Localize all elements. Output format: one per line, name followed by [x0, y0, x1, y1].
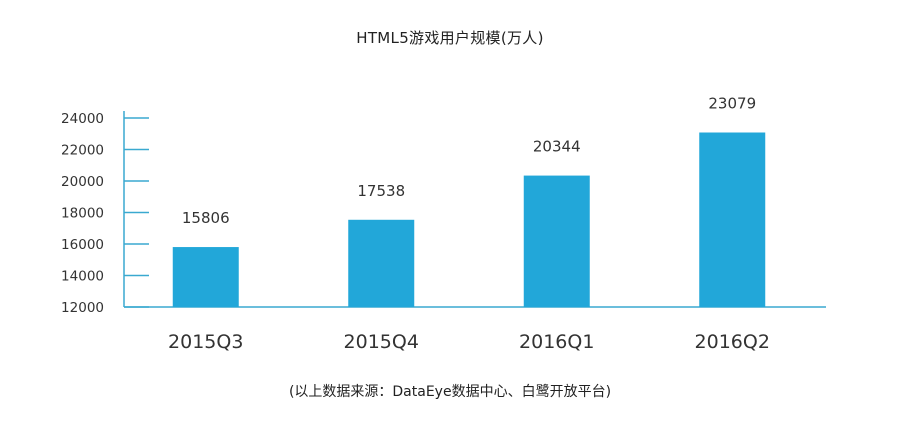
x-tick-label: 2016Q2	[695, 331, 770, 353]
bar	[348, 219, 415, 307]
bar	[699, 132, 766, 307]
y-tick-label: 22000	[61, 143, 104, 159]
y-tick-label: 24000	[61, 111, 104, 127]
x-tick-label: 2015Q3	[168, 331, 243, 353]
bar	[523, 175, 590, 307]
data-label: 15806	[182, 209, 230, 227]
data-label: 17538	[357, 182, 405, 200]
y-tick-label: 18000	[61, 206, 104, 222]
y-tick-label: 16000	[61, 237, 104, 253]
chart-title: HTML5游戏用户规模(万人)	[356, 29, 544, 47]
data-label: 20344	[533, 138, 581, 156]
data-label: 23079	[708, 95, 756, 113]
y-tick-label: 14000	[61, 269, 104, 285]
x-tick-label: 2016Q1	[519, 331, 594, 353]
x-tick-label: 2015Q4	[344, 331, 419, 353]
y-tick-label: 12000	[61, 300, 104, 316]
y-tick-label: 20000	[61, 174, 104, 190]
source-note: (以上数据来源：DataEye数据中心、白鹭开放平台)	[288, 384, 612, 400]
bar	[172, 247, 239, 307]
